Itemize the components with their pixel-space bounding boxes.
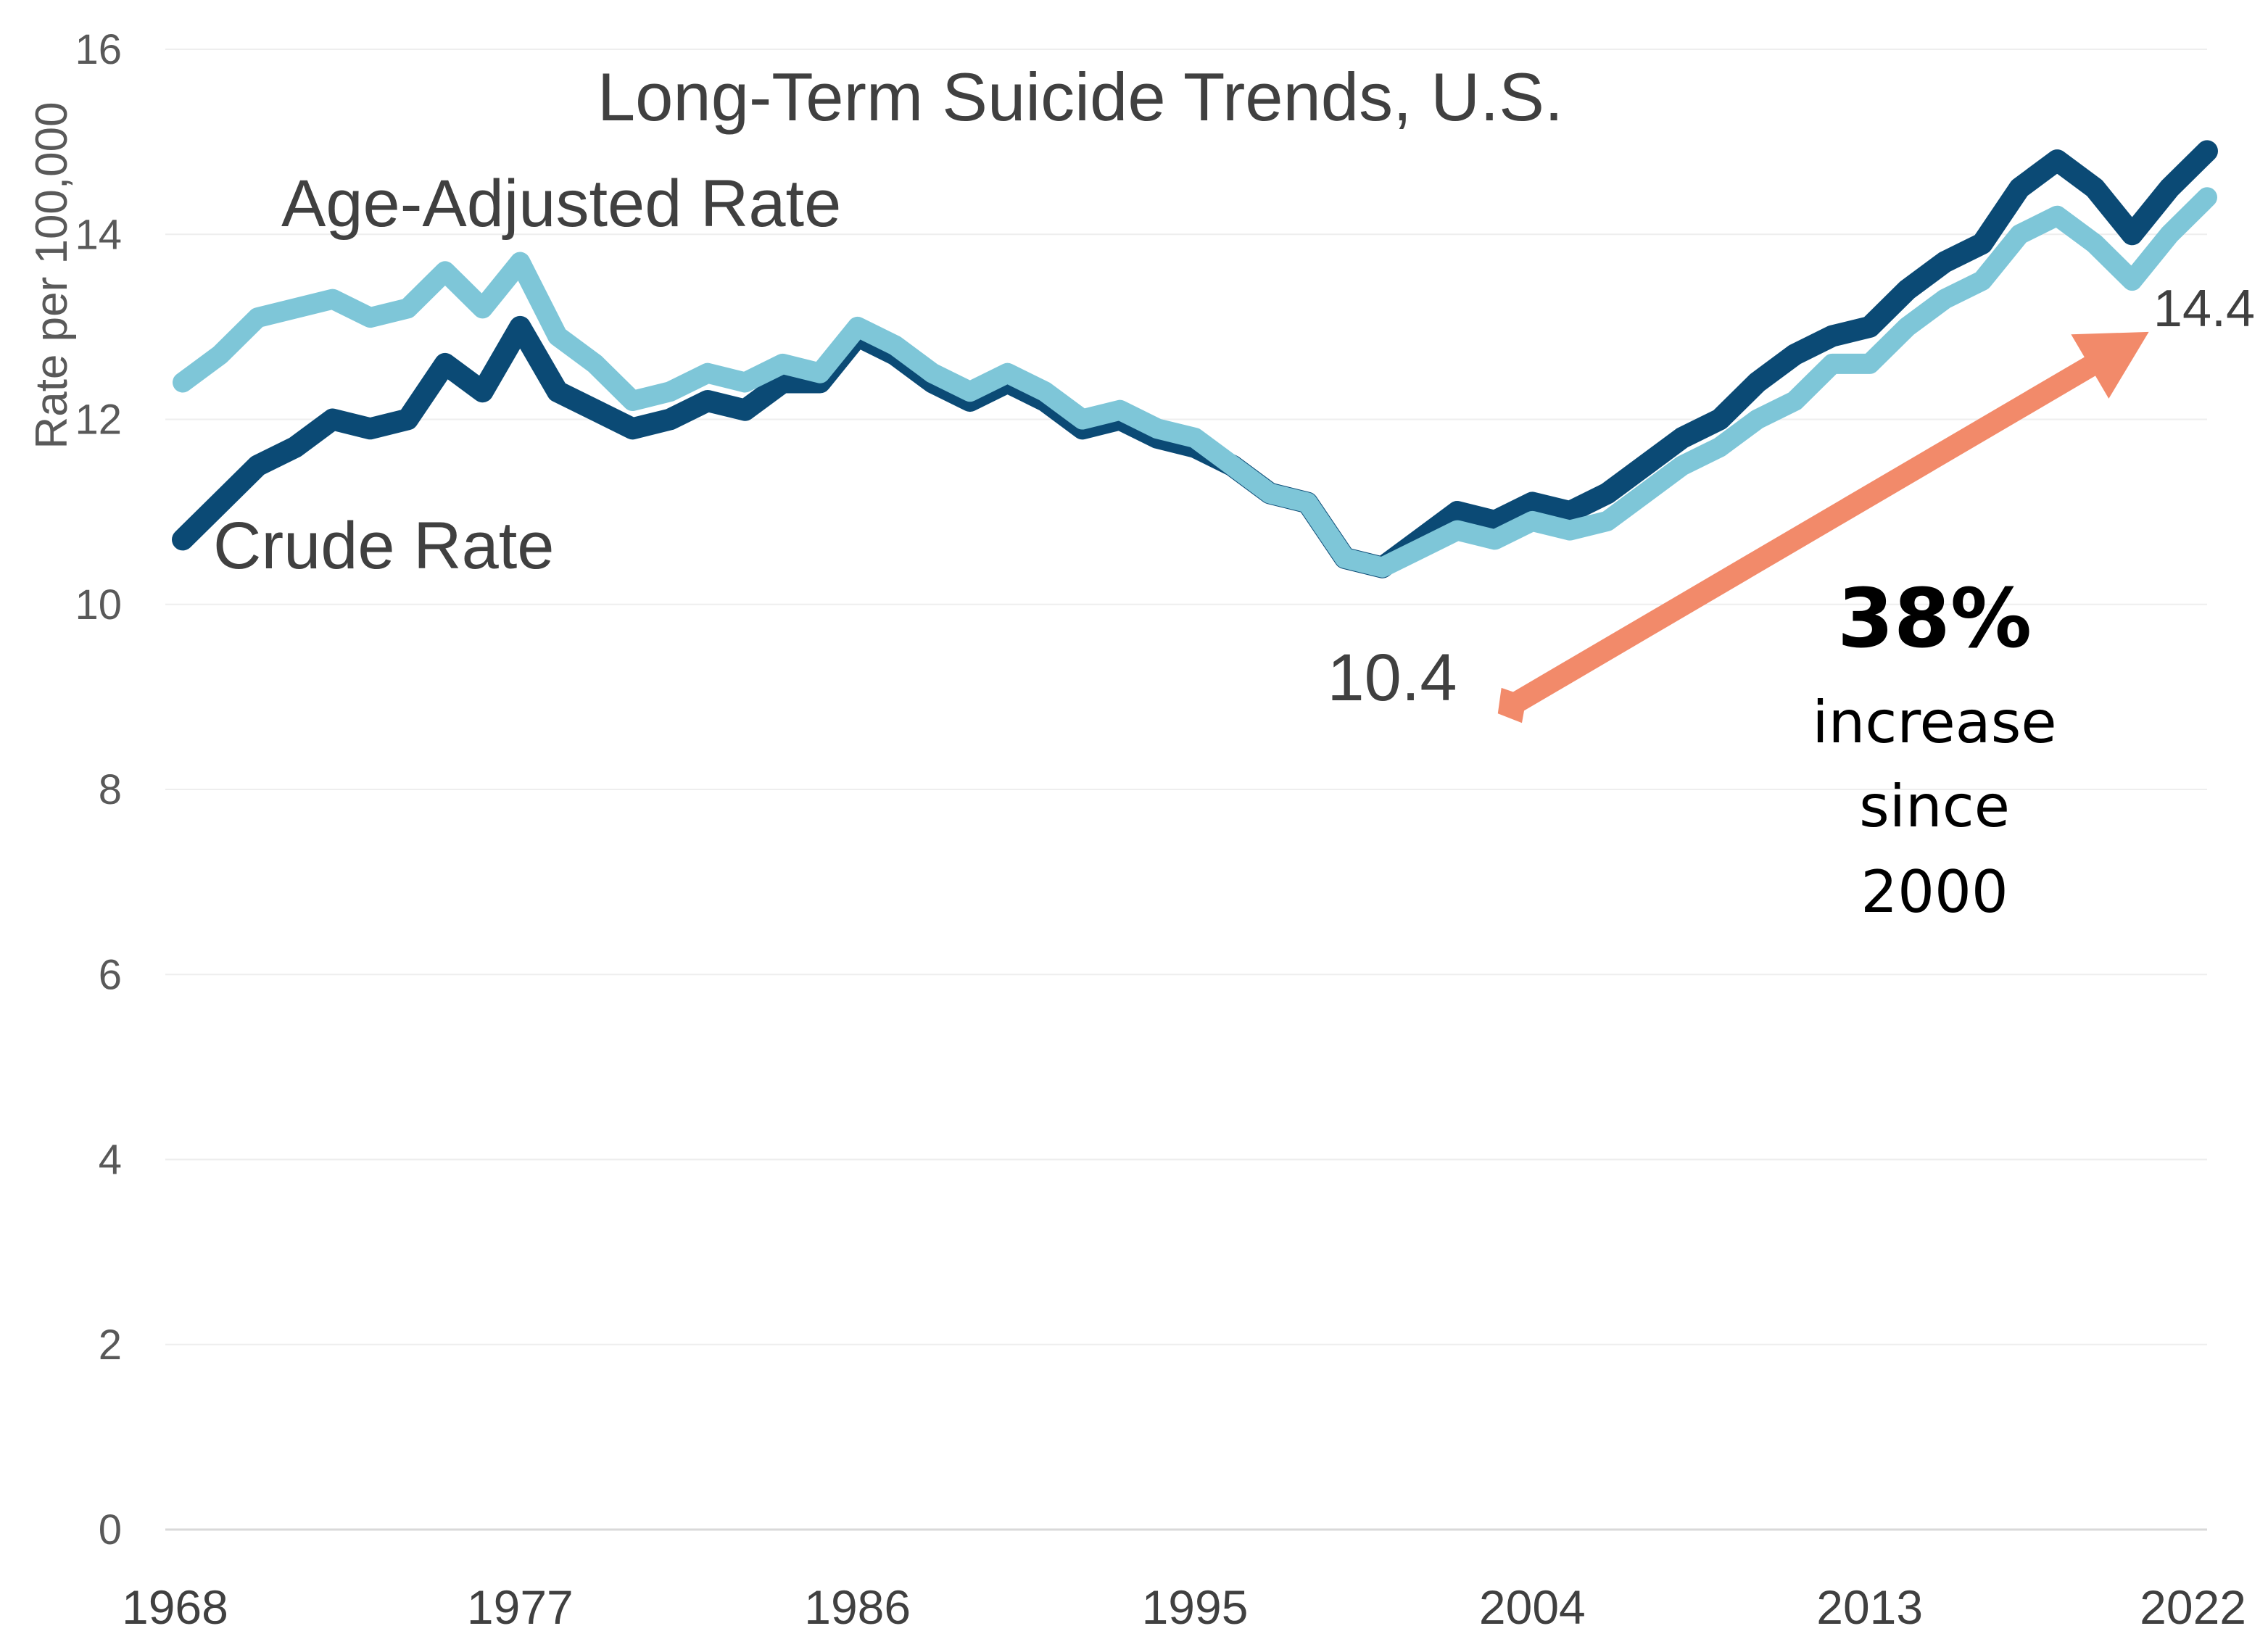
series-line-age-adjusted [173,187,2217,578]
x-tick-label: 1968 [122,1580,228,1634]
y-tick-label: 10 [75,581,122,628]
x-tick-label: 1977 [467,1580,574,1634]
x-tick-label: 1986 [804,1580,911,1634]
y-tick-label: 0 [99,1506,122,1553]
series-label-age-adjusted: Age-Adjusted Rate [281,167,841,241]
end-value-label: 14.4 [2153,280,2255,338]
x-tick-label: 2004 [1479,1580,1586,1634]
callout-line-increase: increase [1812,689,2056,756]
increase-arrow [1502,331,2149,718]
x-tick-label: 1995 [1142,1580,1249,1634]
x-tick-label: 2022 [2140,1580,2246,1634]
series-lines [172,140,2218,578]
y-tick-label: 6 [99,951,122,998]
callout-line-since: since [1859,773,2010,840]
axes: 0 2 4 6 8 10 12 14 16 1968 1977 1986 1995 2004 2013 202… [75,26,2246,1634]
y-axis-label: Rate per 100,000 [27,101,77,449]
increase-arrow-tail [1497,687,1527,723]
y-tick-label: 2 [99,1322,122,1369]
series-label-crude: Crude Rate [213,509,554,583]
annotations [1497,331,2149,723]
y-tick-label: 4 [99,1137,122,1184]
y-tick-label: 14 [75,211,122,258]
y-tick-label: 8 [99,766,122,813]
x-tick-label: 2013 [1816,1580,1923,1634]
callout-percent: 38% [1837,572,2032,666]
callout-line-year: 2000 [1861,858,2008,926]
start-value-label: 10.4 [1327,641,1457,715]
y-tick-label: 16 [75,26,122,73]
y-tick-label: 12 [75,397,122,444]
chart-title: Long-Term Suicide Trends, U.S. [597,59,1563,135]
gridlines [165,49,2207,1345]
